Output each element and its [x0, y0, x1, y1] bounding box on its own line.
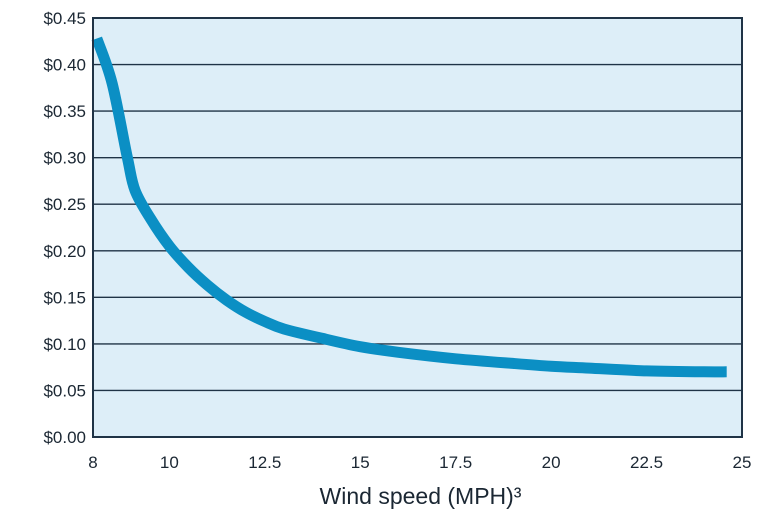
plot-frame: [92, 17, 743, 438]
x-tick-label: 20: [542, 453, 561, 472]
y-tick-label: $0.30: [43, 149, 86, 168]
y-tick-label: $0.00: [43, 428, 86, 447]
y-tick-label: $0.20: [43, 242, 86, 261]
y-tick-label: $0.40: [43, 56, 86, 75]
series-line: [91, 36, 727, 378]
x-tick-label: 15: [351, 453, 370, 472]
y-tick-label: $0.15: [43, 288, 86, 307]
x-tick-label: 8: [88, 453, 97, 472]
y-axis-tick-labels: $0.00 $0.05 $0.10 $0.15 $0.20 $0.25 $0.30 $0.35…: [43, 9, 86, 447]
x-tick-label: 22.5: [630, 453, 663, 472]
x-axis-tick-labels: 8 10 12.5 15 17.5 20 22.5 25: [88, 453, 751, 472]
y-tick-label: $0.35: [43, 102, 86, 121]
x-axis-title: Wind speed (MPH)³: [320, 483, 522, 509]
x-tick-label: 17.5: [439, 453, 472, 472]
x-tick-label: 12.5: [248, 453, 281, 472]
y-tick-label: $0.05: [43, 381, 86, 400]
y-tick-label: $0.45: [43, 9, 86, 28]
x-tick-label: 25: [733, 453, 752, 472]
grid-lines: [93, 63, 742, 392]
y-tick-label: $0.25: [43, 195, 86, 214]
y-tick-label: $0.10: [43, 335, 86, 354]
x-tick-label: 10: [160, 453, 179, 472]
